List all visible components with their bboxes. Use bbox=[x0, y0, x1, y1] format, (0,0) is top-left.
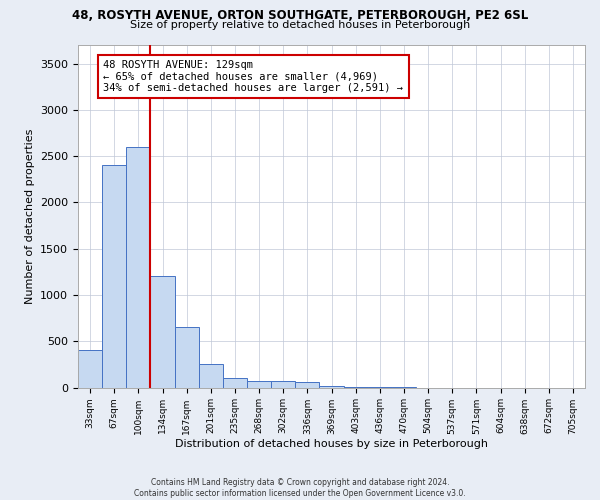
Bar bbox=[151, 276, 175, 388]
Bar bbox=[247, 381, 271, 388]
Text: Contains HM Land Registry data © Crown copyright and database right 2024.
Contai: Contains HM Land Registry data © Crown c… bbox=[134, 478, 466, 498]
Bar bbox=[175, 328, 199, 388]
Bar bbox=[199, 364, 223, 388]
Y-axis label: Number of detached properties: Number of detached properties bbox=[25, 128, 35, 304]
X-axis label: Distribution of detached houses by size in Peterborough: Distribution of detached houses by size … bbox=[175, 439, 488, 449]
Text: 48, ROSYTH AVENUE, ORTON SOUTHGATE, PETERBOROUGH, PE2 6SL: 48, ROSYTH AVENUE, ORTON SOUTHGATE, PETE… bbox=[72, 9, 528, 22]
Bar bbox=[223, 378, 247, 388]
Text: Size of property relative to detached houses in Peterborough: Size of property relative to detached ho… bbox=[130, 20, 470, 30]
Bar bbox=[271, 382, 295, 388]
Bar bbox=[126, 147, 151, 388]
Bar bbox=[344, 387, 368, 388]
Text: 48 ROSYTH AVENUE: 129sqm
← 65% of detached houses are smaller (4,969)
34% of sem: 48 ROSYTH AVENUE: 129sqm ← 65% of detach… bbox=[103, 60, 403, 93]
Bar bbox=[78, 350, 102, 388]
Bar bbox=[102, 166, 126, 388]
Bar bbox=[319, 386, 344, 388]
Bar bbox=[295, 382, 319, 388]
